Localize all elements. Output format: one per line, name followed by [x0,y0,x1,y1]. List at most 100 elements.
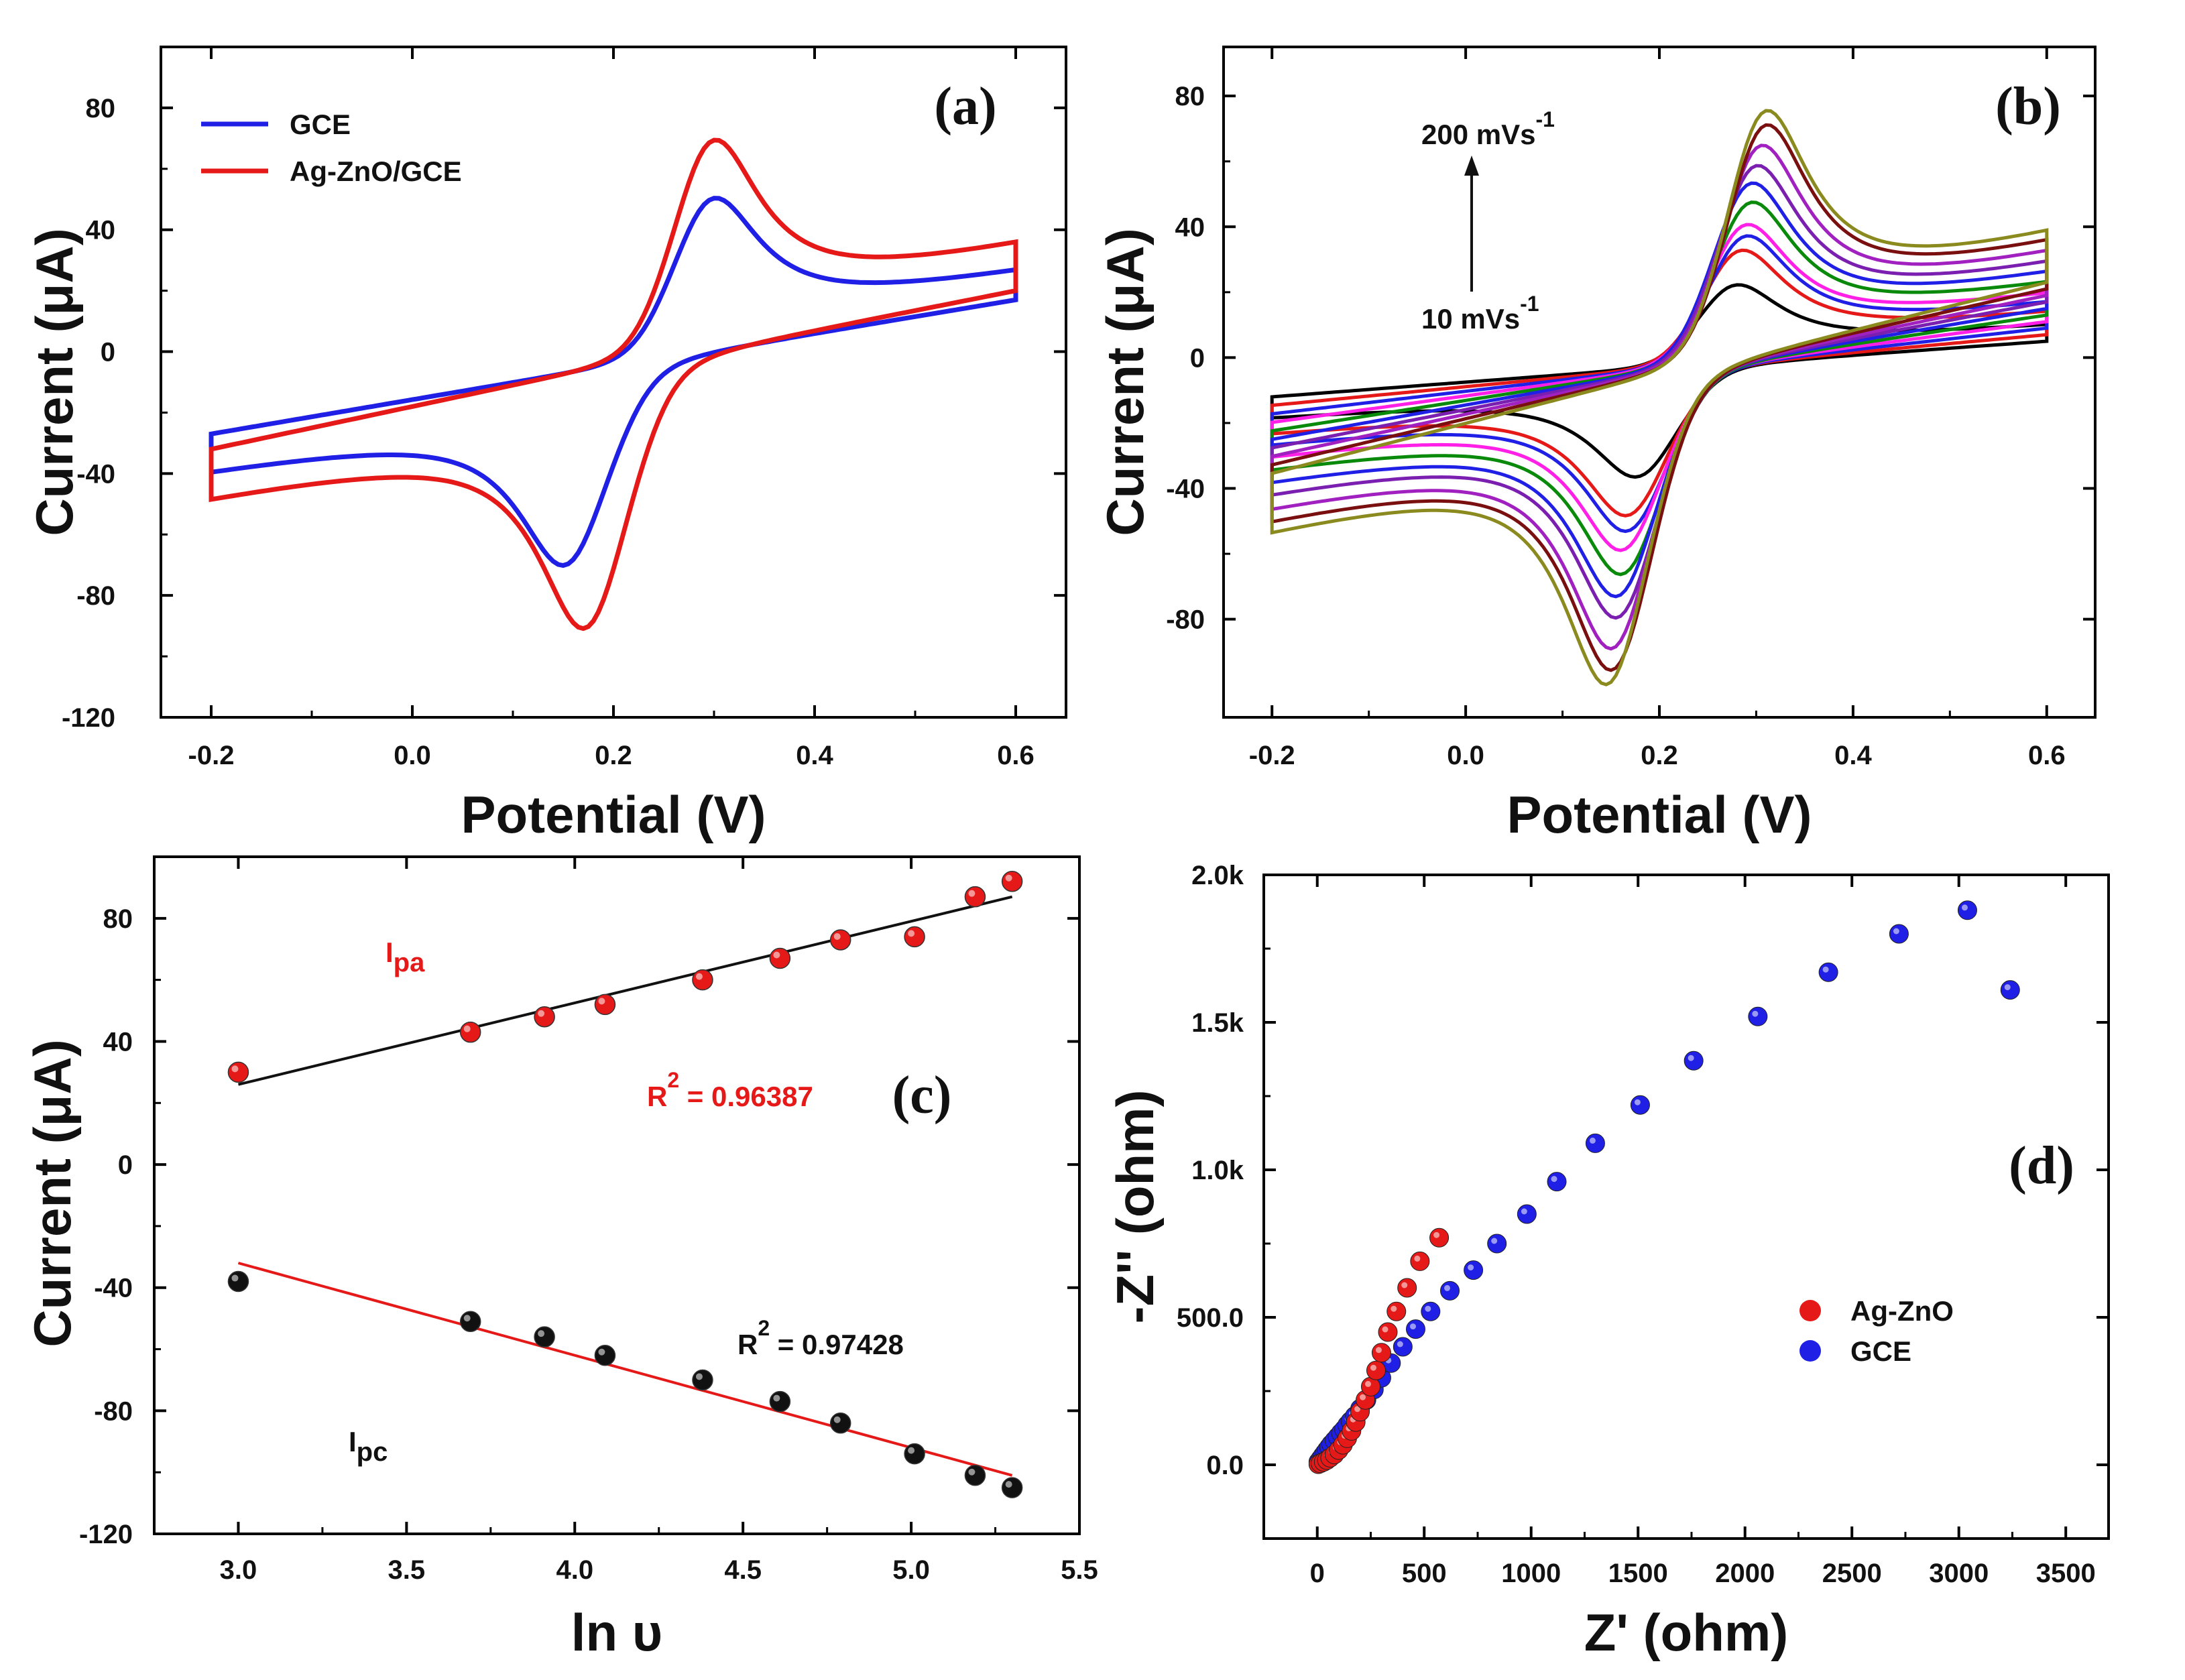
data-point-gce [1440,1280,1460,1301]
data-point-highlight [598,998,605,1005]
panel-a-y-tick-labels: -120 -80 -40 0 40 80 [62,94,115,733]
data-point-ipa [904,926,925,948]
data-point-ag-zno [1386,1301,1407,1321]
panel-b-ticks [1224,47,2095,717]
panel-c-plot-frame [153,855,1081,1535]
cv-curve-scan-rate-6 [1270,181,2049,599]
data-point-highlight [1391,1305,1397,1312]
data-point-ag-zno [1371,1343,1391,1363]
data-point-highlight [773,1394,780,1402]
panel-d-x-axis-label: Z' (ohm) [1584,1603,1788,1662]
y-tick-label: 500.0 [1177,1303,1244,1333]
data-point-ipa [594,994,616,1016]
data-point-ag-zno [1366,1360,1386,1380]
x-tick-label: 0.0 [1447,741,1484,770]
data-point-ipc [1001,1477,1023,1498]
cv-curve-scan-rate-8 [1270,143,2049,651]
data-point-highlight [463,1025,471,1032]
y-tick-label: 0 [101,338,115,367]
data-point-gce [1818,962,1838,982]
data-point-highlight [1634,1099,1641,1105]
panel-d-y-tick-labels: 0.0 500.0 1.0k 1.5k 2.0k [1177,861,1244,1480]
y-tick-label: 1.0k [1191,1156,1244,1185]
y-tick-label: -80 [76,581,115,611]
data-point-highlight [1354,1406,1361,1413]
panel-d-plot-frame [1262,874,2110,1540]
y-tick-label: 40 [1175,213,1205,242]
data-point-highlight [1005,874,1012,882]
cv-curve-scan-rate-3 [1270,234,2049,534]
ipa-label: Ipa [386,937,425,977]
panel-b-letter: (b) [1995,77,2061,136]
panel-a-letter: (a) [934,77,996,136]
data-point-highlight [1589,1137,1596,1144]
data-point-highlight [231,1065,239,1073]
x-tick-label: 0.4 [796,741,833,770]
x-tick-label: 0.4 [1834,741,1872,770]
y-tick-label: -120 [79,1520,133,1549]
panel-a-x-axis-label: Potential (V) [461,785,766,844]
panel-b-scan-rate-annotation: 200 mVs-1 10 mVs-1 [1421,107,1555,335]
y-tick-label: -120 [62,703,115,733]
y-tick-label: 1.5k [1191,1008,1244,1038]
data-point-highlight [2004,984,2011,991]
data-point-highlight [1551,1176,1557,1183]
data-point-ipc [534,1326,555,1347]
data-point-ag-zno [1378,1322,1398,1342]
x-tick-label: 0.2 [595,741,632,770]
data-point-gce [1889,924,1909,944]
arrow-head-icon [1464,156,1479,176]
x-tick-label: 0.2 [1641,741,1678,770]
panel-c-letter: (c) [892,1066,952,1125]
panel-a-curves [209,137,1018,632]
x-tick-label: -0.2 [188,741,235,770]
data-point-highlight [1521,1208,1527,1215]
panel-b-x-axis-label: Potential (V) [1507,785,1812,844]
x-tick-label: 5.5 [1061,1555,1098,1585]
fit-line-ipc [237,1262,1013,1477]
cv-curve-gce [209,196,1018,568]
data-point-highlight [968,1468,976,1476]
data-point-ipa [829,929,851,951]
data-point-highlight [1961,904,1968,911]
data-point-gce [1487,1234,1507,1254]
data-point-highlight [598,1348,605,1356]
data-point-highlight [1397,1341,1403,1347]
x-tick-label: 0.0 [394,741,431,770]
data-point-ipc [964,1465,986,1486]
legend-label-gce: GCE [290,109,351,140]
x-tick-label: 0.6 [2028,741,2066,770]
y-tick-label: 2.0k [1191,861,1244,890]
data-point-highlight [1425,1305,1431,1312]
data-point-gce [1517,1204,1537,1224]
data-point-highlight [1409,1323,1416,1330]
data-point-gce [1957,900,1977,920]
x-tick-label: 2000 [1715,1559,1775,1588]
data-point-highlight [773,951,780,959]
x-tick-label: 4.0 [556,1555,593,1585]
data-point-ipa [692,969,713,991]
data-point-highlight [538,1330,545,1337]
r2-ipa-label: R2 = 0.96387 [647,1068,813,1112]
y-tick-label: 80 [86,94,116,123]
data-point-ipc [227,1270,249,1293]
data-point-ipc [692,1369,713,1391]
panel-d-ticks [1264,874,2109,1539]
x-tick-label: 1000 [1501,1559,1561,1588]
y-tick-label: 0 [118,1150,133,1180]
y-tick-label: -40 [76,459,115,489]
panel-a-legend: GCE Ag-ZnO/GCE [201,109,462,187]
data-point-ipa [964,886,986,908]
x-tick-label: 500 [1402,1559,1447,1588]
y-tick-label: -80 [1166,605,1205,635]
data-point-gce [1748,1006,1768,1026]
data-point-highlight [908,1447,915,1454]
panel-b-x-tick-labels: -0.2 0.0 0.2 0.4 0.6 [1249,741,2066,770]
data-point-highlight [908,930,915,937]
data-point-highlight [1491,1238,1498,1244]
panel-c-x-axis-label: ln υ [571,1603,662,1662]
panel-a-ticks [161,47,1066,719]
panel-d-letter: (d) [2009,1136,2074,1195]
data-point-gce [2000,980,2020,1000]
